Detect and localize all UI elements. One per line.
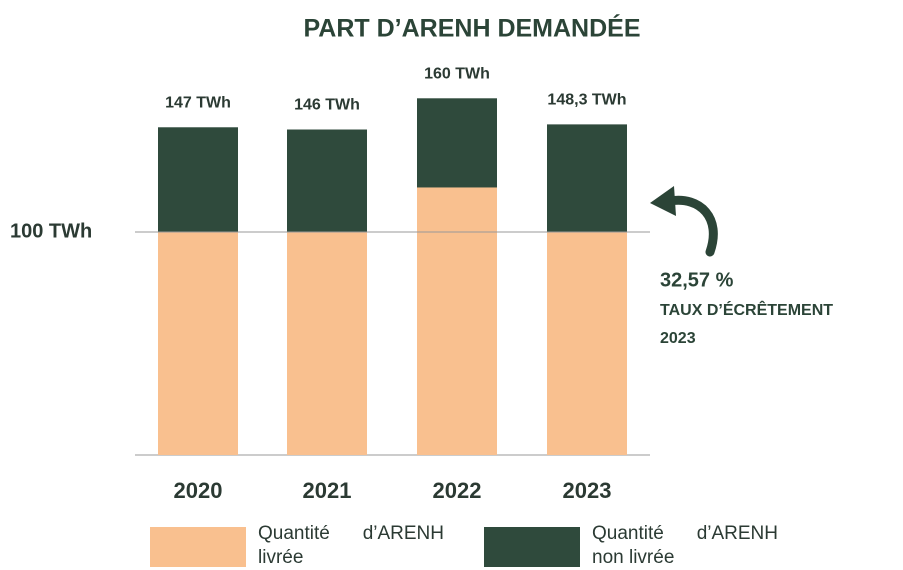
x-tick-label: 2020 bbox=[174, 478, 223, 503]
bar-segment bbox=[287, 129, 367, 233]
x-tick-label: 2023 bbox=[563, 478, 612, 503]
bar-segment bbox=[287, 232, 367, 455]
bar-segment bbox=[158, 127, 238, 233]
bar-segment bbox=[417, 98, 497, 188]
bar-segment bbox=[158, 232, 238, 455]
arrow bbox=[665, 195, 718, 257]
total-label: 146 TWh bbox=[294, 97, 360, 114]
bar-segment bbox=[547, 232, 627, 455]
total-label: 160 TWh bbox=[424, 66, 490, 83]
legend-label: Quantité d’ARENH non livrée bbox=[592, 523, 778, 568]
annotation-year: 2023 bbox=[660, 330, 696, 347]
bar-segment bbox=[547, 124, 627, 233]
x-tick-label: 2022 bbox=[433, 478, 482, 503]
x-tick-label: 2021 bbox=[303, 478, 352, 503]
y-tick-label: 100 TWh bbox=[10, 220, 92, 242]
chart-title: PART D’ARENH DEMANDÉE bbox=[303, 14, 640, 43]
annotation-text: TAUX D’ÉCRÊTEMENT bbox=[660, 300, 833, 319]
legend-swatch bbox=[484, 527, 580, 567]
arrow-head bbox=[650, 186, 676, 216]
total-label: 147 TWh bbox=[165, 94, 231, 111]
total-label: 148,3 TWh bbox=[547, 92, 626, 109]
legend-label: Quantité d’ARENH livrée bbox=[258, 523, 444, 568]
bar-segment bbox=[417, 187, 497, 455]
annotation-value: 32,57 % bbox=[660, 269, 734, 291]
legend-swatch bbox=[150, 527, 246, 567]
